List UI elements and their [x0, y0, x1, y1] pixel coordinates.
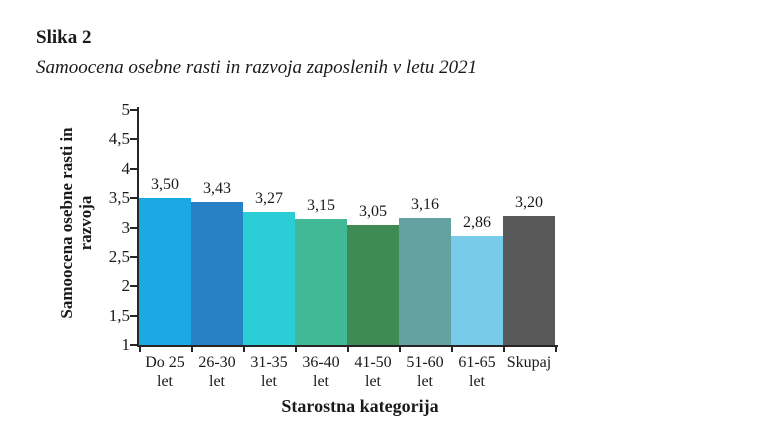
- figure-label: Slika 2: [36, 27, 92, 48]
- bar: [399, 218, 451, 345]
- bar: [191, 202, 243, 345]
- x-tick-label: 61-65 let: [445, 353, 509, 391]
- x-axis-line: [137, 345, 558, 347]
- x-tick-label: 41-50 let: [341, 353, 405, 391]
- x-tick-mark: [555, 347, 557, 352]
- y-axis-line: [137, 107, 139, 347]
- x-tick-label-line: 61-65: [458, 354, 496, 371]
- x-tick-label: 26-30 let: [185, 353, 249, 391]
- x-tick-label-line: let: [209, 373, 225, 390]
- x-tick-label-line: let: [157, 373, 173, 390]
- bar-value-label: 3,27: [255, 189, 283, 207]
- y-tick-mark: [130, 285, 137, 288]
- y-tick-label: 3: [121, 217, 131, 237]
- x-tick-label-line: 26-30: [198, 354, 236, 371]
- x-tick-label: 31-35 let: [237, 353, 301, 391]
- bar-value-label: 2,86: [463, 213, 491, 231]
- x-tick-label-line: let: [365, 373, 381, 390]
- y-tick-mark: [130, 226, 137, 229]
- y-tick-mark: [130, 255, 137, 258]
- x-tick-label-line: Do 25: [145, 354, 185, 371]
- y-tick-label: 1: [121, 335, 131, 354]
- y-tick-mark: [130, 167, 137, 170]
- x-tick-label-line: Skupaj: [506, 354, 552, 371]
- bar: [503, 215, 555, 345]
- x-tick-mark: [139, 347, 141, 352]
- figure-caption: Samoocena osebne rasti in razvoja zaposl…: [36, 57, 478, 78]
- bar-value-label: 3,16: [411, 196, 439, 214]
- x-tick-label-line: let: [261, 373, 277, 390]
- x-tick-label-line: 41-50: [354, 354, 392, 371]
- x-axis-title: Starostna kategorija: [281, 396, 439, 416]
- y-tick-mark: [130, 314, 137, 317]
- bar-value-label: 3,20: [515, 193, 543, 211]
- x-tick-label: Skupaj: [497, 353, 561, 372]
- bar-value-label: 3,15: [307, 196, 335, 214]
- x-tick-mark: [451, 347, 453, 352]
- bar: [295, 218, 347, 345]
- x-tick-label-line: 51-60: [406, 354, 444, 371]
- x-tick-mark: [191, 347, 193, 352]
- x-tick-label-line: 36-40: [302, 354, 340, 371]
- x-tick-label-line: let: [417, 373, 433, 390]
- y-axis-title-line1: Samoocena osebne rasti in: [57, 127, 76, 319]
- x-tick-mark: [295, 347, 297, 352]
- y-tick-label: 2: [121, 276, 131, 296]
- y-tick-mark: [130, 344, 137, 346]
- y-tick-label: 4: [121, 158, 131, 178]
- x-tick-label: 51-60 let: [393, 353, 457, 391]
- y-tick-label: 3,5: [108, 188, 130, 208]
- bar: [347, 224, 399, 345]
- y-tick-mark: [130, 109, 137, 111]
- x-tick-label: 36-40 let: [289, 353, 353, 391]
- y-tick-label: 4,5: [108, 129, 130, 149]
- y-tick-label: 5: [121, 100, 131, 119]
- y-tick-mark: [130, 197, 137, 200]
- x-tick-mark: [347, 347, 349, 352]
- x-tick-mark: [243, 347, 245, 352]
- x-tick-label: Do 25 let: [133, 353, 197, 391]
- bar-value-label: 3,43: [203, 180, 231, 198]
- y-tick-label: 2,5: [108, 246, 130, 266]
- x-tick-label-line: let: [313, 373, 329, 390]
- bar: [451, 235, 503, 345]
- bar: [139, 198, 191, 345]
- x-tick-mark: [503, 347, 505, 352]
- bar-value-label: 3,05: [359, 202, 387, 220]
- x-tick-mark: [399, 347, 401, 352]
- bar-value-label: 3,50: [151, 176, 179, 194]
- x-tick-label-line: 31-35: [250, 354, 288, 371]
- y-tick-label: 1,5: [108, 305, 130, 325]
- x-tick-label-line: let: [469, 373, 485, 390]
- bar: [243, 211, 295, 345]
- y-tick-mark: [130, 138, 137, 141]
